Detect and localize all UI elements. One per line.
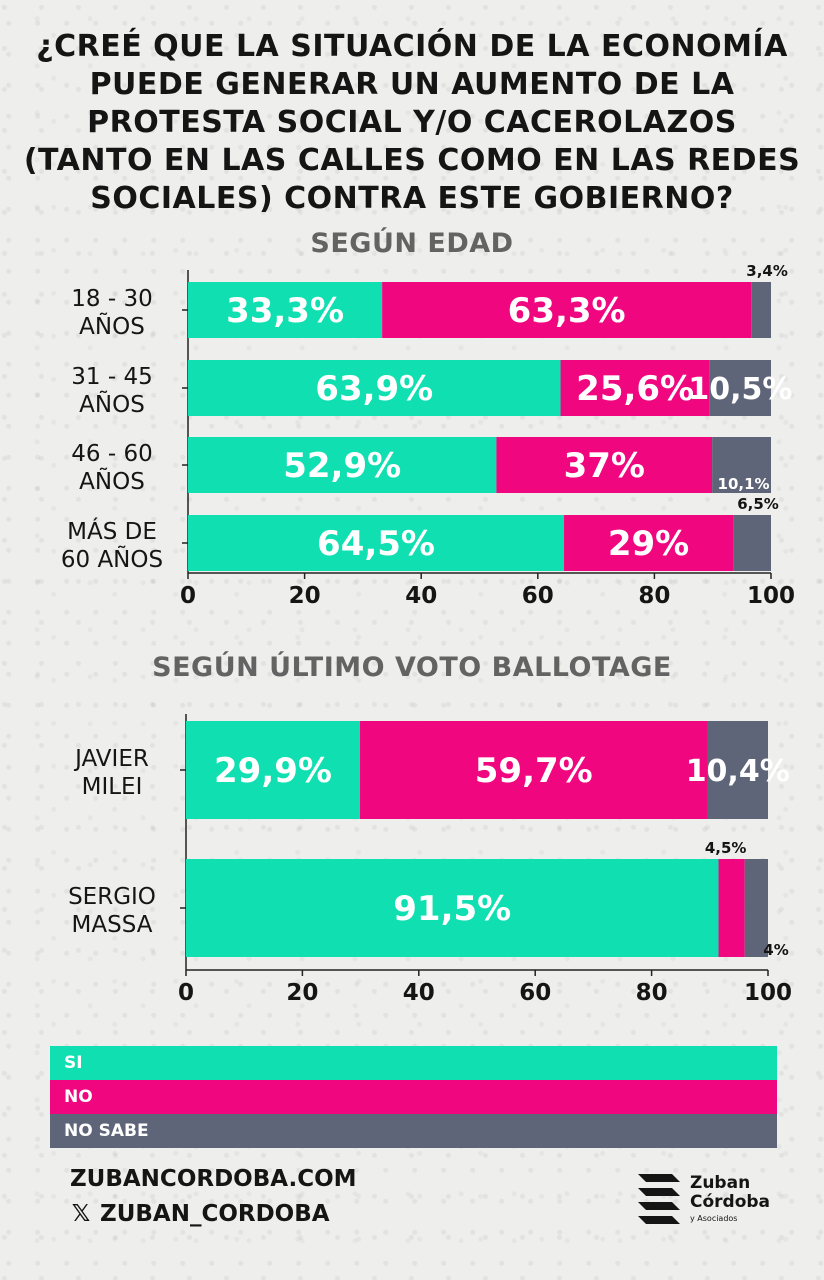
bar-segment-no-sabe: [733, 515, 771, 571]
data-label-no-sabe: 10,1%: [718, 475, 770, 493]
footer-website[interactable]: ZUBANCORDOBA.COM: [70, 1166, 357, 1192]
data-label-no: 63,3%: [508, 291, 626, 331]
logo-name: Zuban Córdoba: [690, 1174, 770, 1212]
category-label: JAVIER MILEI: [73, 746, 149, 800]
bar-segment-si: [188, 515, 565, 571]
category-label: 31 - 45 AÑOS: [71, 364, 152, 418]
legend-no: NO: [50, 1080, 777, 1114]
data-label-si: 52,9%: [283, 446, 401, 486]
category-label-line: AÑOS: [79, 467, 145, 495]
data-label-no-sabe: 6,5%: [737, 495, 779, 513]
data-label-si: 33,3%: [226, 291, 344, 331]
bar-segment-no-sabe: [709, 360, 771, 416]
bar-segment-no-sabe: [744, 859, 768, 957]
x-tick-label: 0: [178, 980, 194, 1006]
bar-segment-no-sabe: [712, 437, 771, 493]
bar-segment-no: [564, 515, 734, 571]
logo-subtitle: y Asociados: [690, 1214, 738, 1223]
data-label-no: 37%: [564, 446, 645, 486]
category-label-line: AÑOS: [79, 312, 145, 340]
bar-segment-no: [382, 282, 752, 338]
data-label-si: 91,5%: [393, 889, 511, 929]
data-label-no: 25,6%: [576, 369, 694, 409]
data-label-no-sabe: 10,4%: [686, 754, 790, 789]
category-label-line: 46 - 60: [71, 441, 152, 467]
category-label: SERGIO MASSA: [68, 884, 156, 938]
bar-segment-si: [186, 721, 361, 819]
category-label-line: AÑOS: [79, 390, 145, 418]
category-label: 46 - 60 AÑOS: [71, 441, 152, 495]
category-label-line: 60 AÑOS: [61, 545, 163, 573]
legend-no-sabe: NO SABE: [50, 1114, 777, 1148]
x-tick-label: 40: [405, 583, 437, 609]
data-label-no-sabe: 4%: [763, 941, 788, 959]
data-label-si: 64,5%: [317, 524, 435, 564]
category-label-line: JAVIER: [73, 746, 149, 772]
data-label-si: 29,9%: [214, 751, 332, 791]
category-label: 18 - 30 AÑOS: [71, 286, 152, 340]
bar-segment-no: [496, 437, 713, 493]
x-handle-text: ZUBAN_CORDOBA: [100, 1201, 330, 1227]
logo-name-line-2: Córdoba: [690, 1192, 771, 1212]
brand-logo: Zuban Córdoba y Asociados: [636, 1170, 776, 1226]
legend: SI NO NO SABE: [50, 1046, 777, 1148]
x-tick-label: 80: [638, 583, 670, 609]
bar-segment-no: [360, 721, 708, 819]
data-label-no: 59,7%: [475, 751, 593, 791]
category-label-line: 31 - 45: [71, 364, 152, 390]
x-tick-label: 40: [403, 980, 435, 1006]
chart-vote-title: SEGÚN ÚLTIMO VOTO BALLOTAGE: [152, 652, 672, 683]
data-label-si: 63,9%: [315, 369, 433, 409]
bar-segment-no-sabe: [707, 721, 768, 819]
x-tick-label: 60: [522, 583, 554, 609]
data-label-no: 29%: [608, 524, 689, 564]
chart-age-title: SEGÚN EDAD: [310, 228, 514, 259]
category-label-line: MILEI: [82, 774, 143, 800]
logo-mark-icon: [638, 1174, 680, 1224]
data-label-no: 4,5%: [705, 839, 747, 857]
legend-si: SI: [50, 1046, 777, 1080]
bar-segment-no-sabe: [751, 282, 771, 338]
bar-segment-no: [560, 360, 710, 416]
x-tick-label: 0: [180, 583, 196, 609]
category-label-line: MÁS DE: [67, 517, 157, 545]
bar-segment-no: [718, 859, 745, 957]
x-tick-label: 100: [744, 980, 792, 1006]
data-label-no-sabe: 3,4%: [746, 262, 788, 280]
logo-name-line-1: Zuban: [690, 1173, 751, 1193]
bar-segment-si: [188, 437, 497, 493]
data-label-no-sabe: 10,5%: [688, 372, 792, 407]
page-title: ¿CREÉ QUE LA SITUACIÓN DE LA ECONOMÍA PU…: [23, 29, 801, 216]
bar-segment-si: [188, 360, 561, 416]
footer-x-handle[interactable]: 𝕏 ZUBAN_CORDOBA: [70, 1201, 330, 1227]
x-tick-label: 60: [519, 980, 551, 1006]
bar-segment-si: [188, 282, 383, 338]
x-tick-label: 100: [747, 583, 795, 609]
category-label-line: MASSA: [72, 912, 153, 938]
category-label: MÁS DE 60 AÑOS: [61, 517, 163, 573]
x-tick-label: 20: [289, 583, 321, 609]
bar-segment-si: [186, 859, 719, 957]
x-tick-label: 20: [286, 980, 318, 1006]
category-label-line: SERGIO: [68, 884, 156, 910]
x-tick-label: 80: [636, 980, 668, 1006]
x-logo-icon: 𝕏: [71, 1201, 91, 1227]
category-label-line: 18 - 30: [71, 286, 152, 312]
chart-vote: 0 20 40 60 80 100 JAVIER MILEI 29,9% 59,7% 10,4% SE…: [68, 714, 792, 1006]
